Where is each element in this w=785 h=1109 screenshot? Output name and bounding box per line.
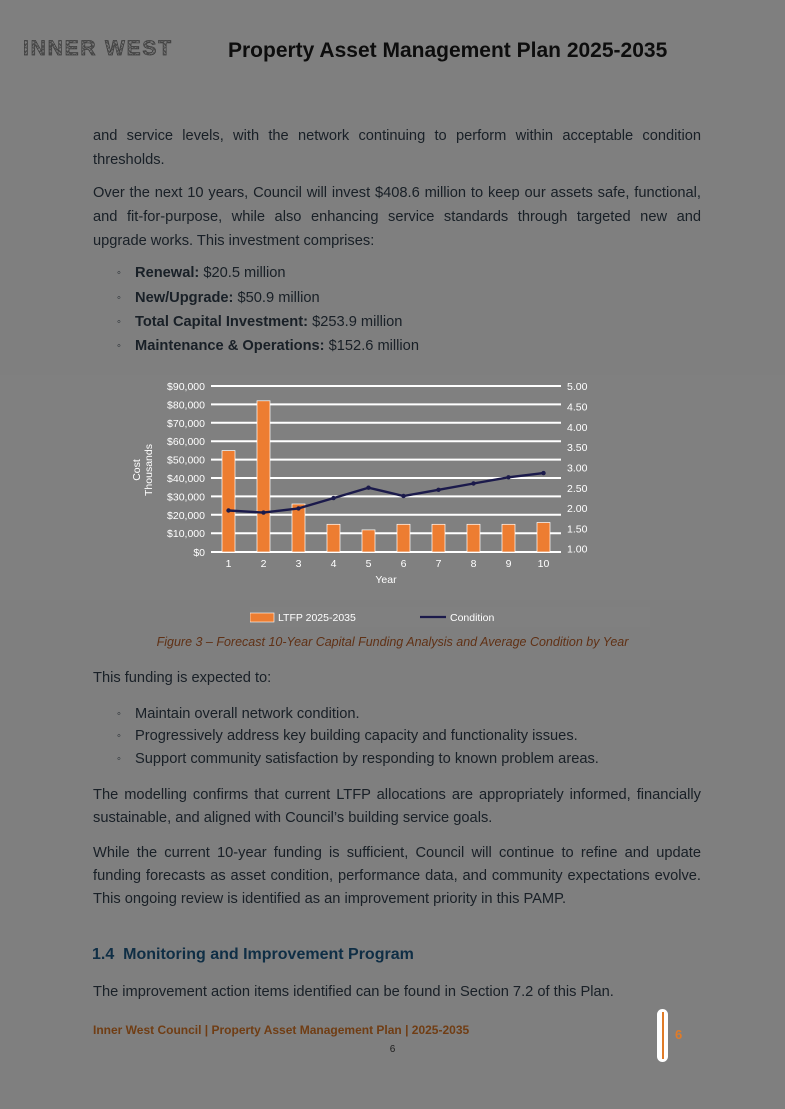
svg-text:$10,000: $10,000	[167, 528, 205, 540]
svg-text:$60,000: $60,000	[167, 436, 205, 448]
svg-text:2: 2	[261, 558, 267, 570]
svg-text:5.00: 5.00	[567, 381, 588, 393]
svg-text:$30,000: $30,000	[167, 491, 205, 503]
svg-text:4.00: 4.00	[567, 422, 588, 434]
svg-text:$0: $0	[193, 547, 205, 559]
svg-text:4.50: 4.50	[567, 401, 588, 413]
svg-text:Cost: Cost	[131, 459, 143, 481]
svg-text:3.00: 3.00	[567, 462, 588, 474]
svg-text:LTFP 2025-2035: LTFP 2025-2035	[278, 612, 356, 624]
svg-text:8: 8	[471, 558, 477, 570]
svg-text:Condition: Condition	[450, 612, 495, 624]
svg-text:10: 10	[538, 558, 550, 570]
svg-text:$20,000: $20,000	[167, 510, 205, 522]
svg-text:1.50: 1.50	[567, 523, 588, 535]
svg-text:3.50: 3.50	[567, 442, 588, 454]
svg-text:1.00: 1.00	[567, 544, 588, 556]
svg-text:Year: Year	[375, 574, 397, 586]
svg-text:$70,000: $70,000	[167, 418, 205, 430]
svg-text:2.50: 2.50	[567, 483, 588, 495]
svg-text:$50,000: $50,000	[167, 455, 205, 467]
svg-text:$90,000: $90,000	[167, 381, 205, 393]
svg-text:1: 1	[226, 558, 232, 570]
svg-text:7: 7	[436, 558, 442, 570]
svg-text:2.00: 2.00	[567, 503, 588, 515]
svg-text:4: 4	[331, 558, 337, 570]
svg-text:6: 6	[401, 558, 407, 570]
svg-text:5: 5	[366, 558, 372, 570]
svg-text:$40,000: $40,000	[167, 473, 205, 485]
svg-text:9: 9	[506, 558, 512, 570]
svg-text:Thousands: Thousands	[143, 444, 155, 496]
svg-text:3: 3	[296, 558, 302, 570]
svg-text:$80,000: $80,000	[167, 399, 205, 411]
